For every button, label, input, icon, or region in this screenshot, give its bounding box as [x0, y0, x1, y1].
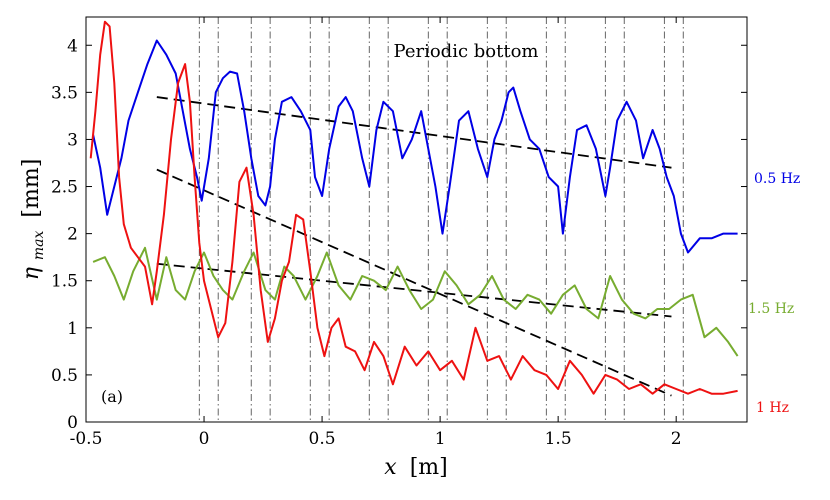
y-tick-label: 0.5	[51, 366, 78, 386]
y-tick-label: 0	[67, 413, 78, 433]
x-axis-label: x [m]	[384, 455, 447, 480]
y-tick-label: 1.5	[51, 272, 78, 292]
series-label-1hz: 1 Hz	[756, 400, 789, 416]
y-tick-label: 3.5	[51, 83, 78, 103]
y-axis-unit: [mm]	[19, 159, 44, 218]
y-axis-variable: η	[19, 267, 44, 280]
x-tick-label: -0.5	[70, 429, 103, 449]
y-tick-label: 3	[67, 130, 78, 150]
y-axis-subscript: max	[31, 230, 47, 260]
x-axis-unit: [m]	[410, 455, 448, 480]
series-line-1hz	[89, 20, 738, 395]
fit-line-2	[156, 168, 672, 397]
series-lines	[89, 20, 739, 395]
y-tick-label: 2.5	[51, 178, 78, 198]
y-tick-label: 1	[67, 319, 78, 339]
x-tick-label: 0.5	[309, 429, 336, 449]
y-axis-label: η max [mm]	[19, 159, 49, 281]
series-label-0-5hz: 0.5 Hz	[754, 171, 800, 187]
series-line-0-5hz	[92, 39, 738, 254]
series-label-1-5hz: 1.5 Hz	[748, 301, 794, 317]
x-tick-label: 1.5	[545, 429, 572, 449]
x-axis-variable: x	[384, 455, 397, 480]
x-tick-label: 1	[435, 429, 446, 449]
panel-label: (a)	[101, 387, 123, 406]
axis-ticks: -0.5 0 0.5 1 1.5 200.511.522.533.54	[51, 17, 747, 449]
x-tick-label: 0	[199, 429, 210, 449]
series-line-1-5hz	[92, 246, 739, 357]
x-tick-label: 2	[671, 429, 682, 449]
plot-frame	[85, 16, 748, 423]
y-tick-label: 4	[67, 36, 78, 56]
y-tick-label: 2	[67, 225, 78, 245]
chart-title: Periodic bottom	[394, 41, 539, 62]
